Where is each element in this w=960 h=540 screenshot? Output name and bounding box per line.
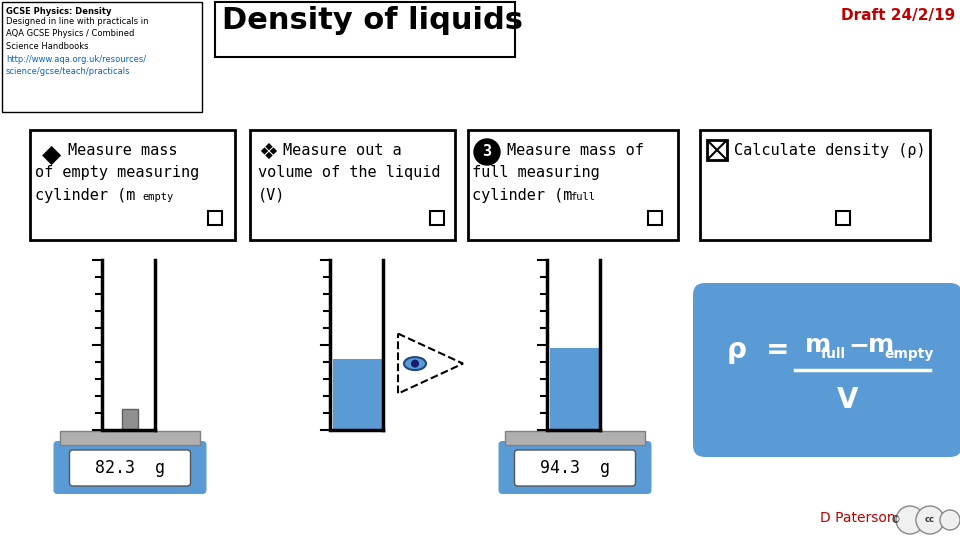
Bar xyxy=(30,130,235,240)
Text: GCSE Physics: Density: GCSE Physics: Density xyxy=(6,7,111,16)
Bar xyxy=(567,409,583,431)
Bar xyxy=(122,409,138,431)
Text: volume of the liquid: volume of the liquid xyxy=(258,165,441,180)
FancyBboxPatch shape xyxy=(515,450,636,486)
Bar xyxy=(505,431,645,445)
Text: full: full xyxy=(570,192,595,202)
Ellipse shape xyxy=(404,357,426,370)
Text: D Paterson: D Paterson xyxy=(820,511,896,525)
Bar xyxy=(250,130,455,240)
Text: V: V xyxy=(837,386,858,414)
Text: cylinder (m: cylinder (m xyxy=(472,188,572,203)
Text: cylinder (m: cylinder (m xyxy=(35,188,135,203)
Text: ©: © xyxy=(890,515,900,525)
Text: 3: 3 xyxy=(483,145,492,159)
Text: Calculate density (ρ): Calculate density (ρ) xyxy=(734,143,925,158)
Text: cc: cc xyxy=(925,516,935,524)
Bar xyxy=(550,348,600,430)
Circle shape xyxy=(940,510,960,530)
FancyBboxPatch shape xyxy=(69,450,190,486)
Text: m: m xyxy=(805,333,831,357)
Text: full: full xyxy=(821,347,846,361)
Text: Draft 24/2/19: Draft 24/2/19 xyxy=(841,8,955,23)
Text: −: − xyxy=(848,333,869,357)
FancyBboxPatch shape xyxy=(498,441,652,494)
Text: http://www.aqa.org.uk/resources/
science/gcse/teach/practicals: http://www.aqa.org.uk/resources/ science… xyxy=(6,55,146,77)
Text: empty: empty xyxy=(884,347,933,361)
Bar xyxy=(468,130,678,240)
Bar xyxy=(215,2,515,57)
Bar xyxy=(333,359,383,430)
Bar xyxy=(208,211,222,225)
Text: Measure out a: Measure out a xyxy=(283,143,401,158)
Bar xyxy=(60,431,200,445)
Circle shape xyxy=(916,506,944,534)
Text: (V): (V) xyxy=(258,188,285,203)
Text: Designed in line with practicals in
AQA GCSE Physics / Combined
Science Handbook: Designed in line with practicals in AQA … xyxy=(6,17,149,51)
Text: Density of liquids: Density of liquids xyxy=(222,6,523,35)
Text: 94.3  g: 94.3 g xyxy=(540,459,610,477)
Text: ❖: ❖ xyxy=(258,143,278,163)
Bar xyxy=(648,211,662,225)
Bar xyxy=(430,211,444,225)
Text: of empty measuring: of empty measuring xyxy=(35,165,200,180)
Bar xyxy=(836,211,850,225)
Text: 82.3  g: 82.3 g xyxy=(95,459,165,477)
Text: ◆: ◆ xyxy=(42,143,61,167)
Bar xyxy=(707,140,727,160)
Text: ρ  =: ρ = xyxy=(727,336,789,364)
Text: Measure mass: Measure mass xyxy=(68,143,178,158)
FancyBboxPatch shape xyxy=(693,283,960,457)
FancyBboxPatch shape xyxy=(54,441,206,494)
Bar xyxy=(2,2,202,112)
Circle shape xyxy=(896,506,924,534)
Text: m: m xyxy=(868,333,895,357)
Text: empty: empty xyxy=(142,192,173,202)
Text: full measuring: full measuring xyxy=(472,165,600,180)
Text: Measure mass of: Measure mass of xyxy=(507,143,644,158)
Bar xyxy=(700,130,930,240)
Ellipse shape xyxy=(411,360,419,368)
Circle shape xyxy=(474,139,500,165)
